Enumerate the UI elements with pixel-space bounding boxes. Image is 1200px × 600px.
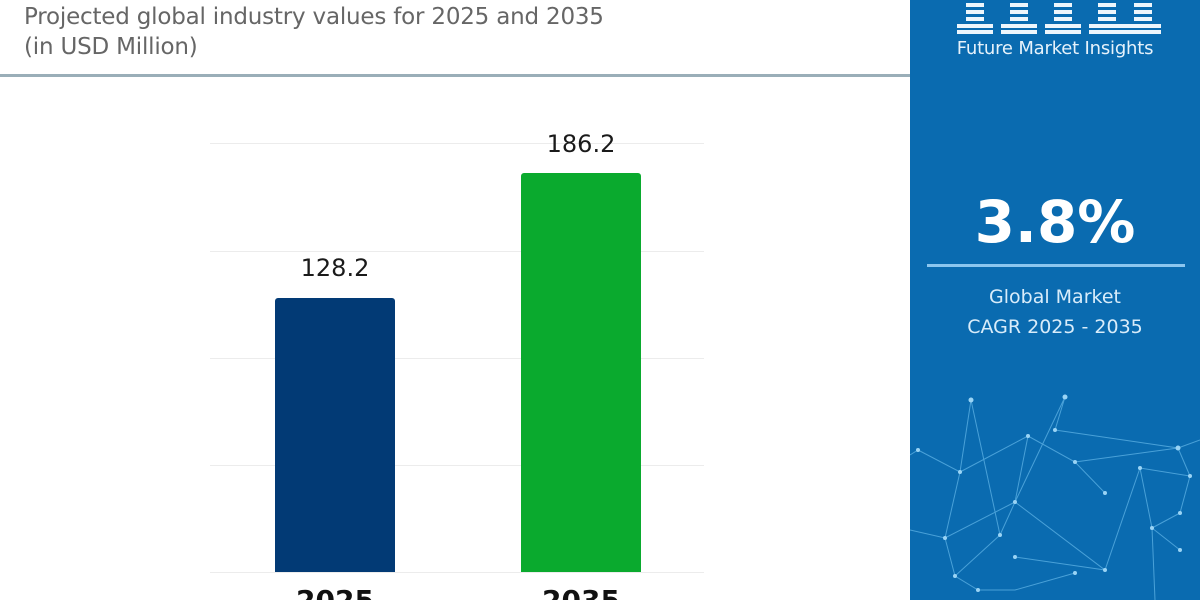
gridline (210, 251, 704, 252)
summary-sidebar: Future Market Insights 3.8% Global Marke… (910, 0, 1200, 600)
gridline (210, 465, 704, 466)
chart-panel: Projected global industry values for 202… (0, 2, 910, 600)
gridline (210, 143, 704, 144)
x-axis-label-2035: 2035 (481, 584, 681, 600)
bar-value-label-2025: 128.2 (300, 254, 370, 282)
brand-name: Future Market Insights (956, 38, 1154, 59)
cagr-value: 3.8% (974, 188, 1136, 256)
cagr-caption: Global Market CAGR 2025 - 2035 (910, 282, 1200, 342)
x-axis-label-2025: 2025 (235, 584, 435, 600)
chart-subtitle: Projected global industry values for 202… (24, 2, 604, 62)
bar-2025 (275, 298, 395, 572)
bar-value-label-2035: 186.2 (546, 130, 616, 158)
network-pattern-icon (910, 394, 1200, 600)
subtitle-line-1: Projected global industry values for 202… (24, 4, 604, 30)
cagr-caption-line-2: CAGR 2025 - 2035 (967, 316, 1143, 338)
bar-columns-logo-icon (957, 3, 1161, 34)
header-divider (0, 74, 910, 77)
bar-2035 (521, 173, 641, 572)
subtitle-line-2: (in USD Million) (24, 34, 198, 60)
bar-chart: 128.2 186.2 2025 2035 (0, 77, 910, 600)
gridline (210, 572, 704, 573)
gridline (210, 358, 704, 359)
cagr-caption-line-1: Global Market (989, 286, 1121, 308)
cagr-divider (927, 264, 1185, 267)
